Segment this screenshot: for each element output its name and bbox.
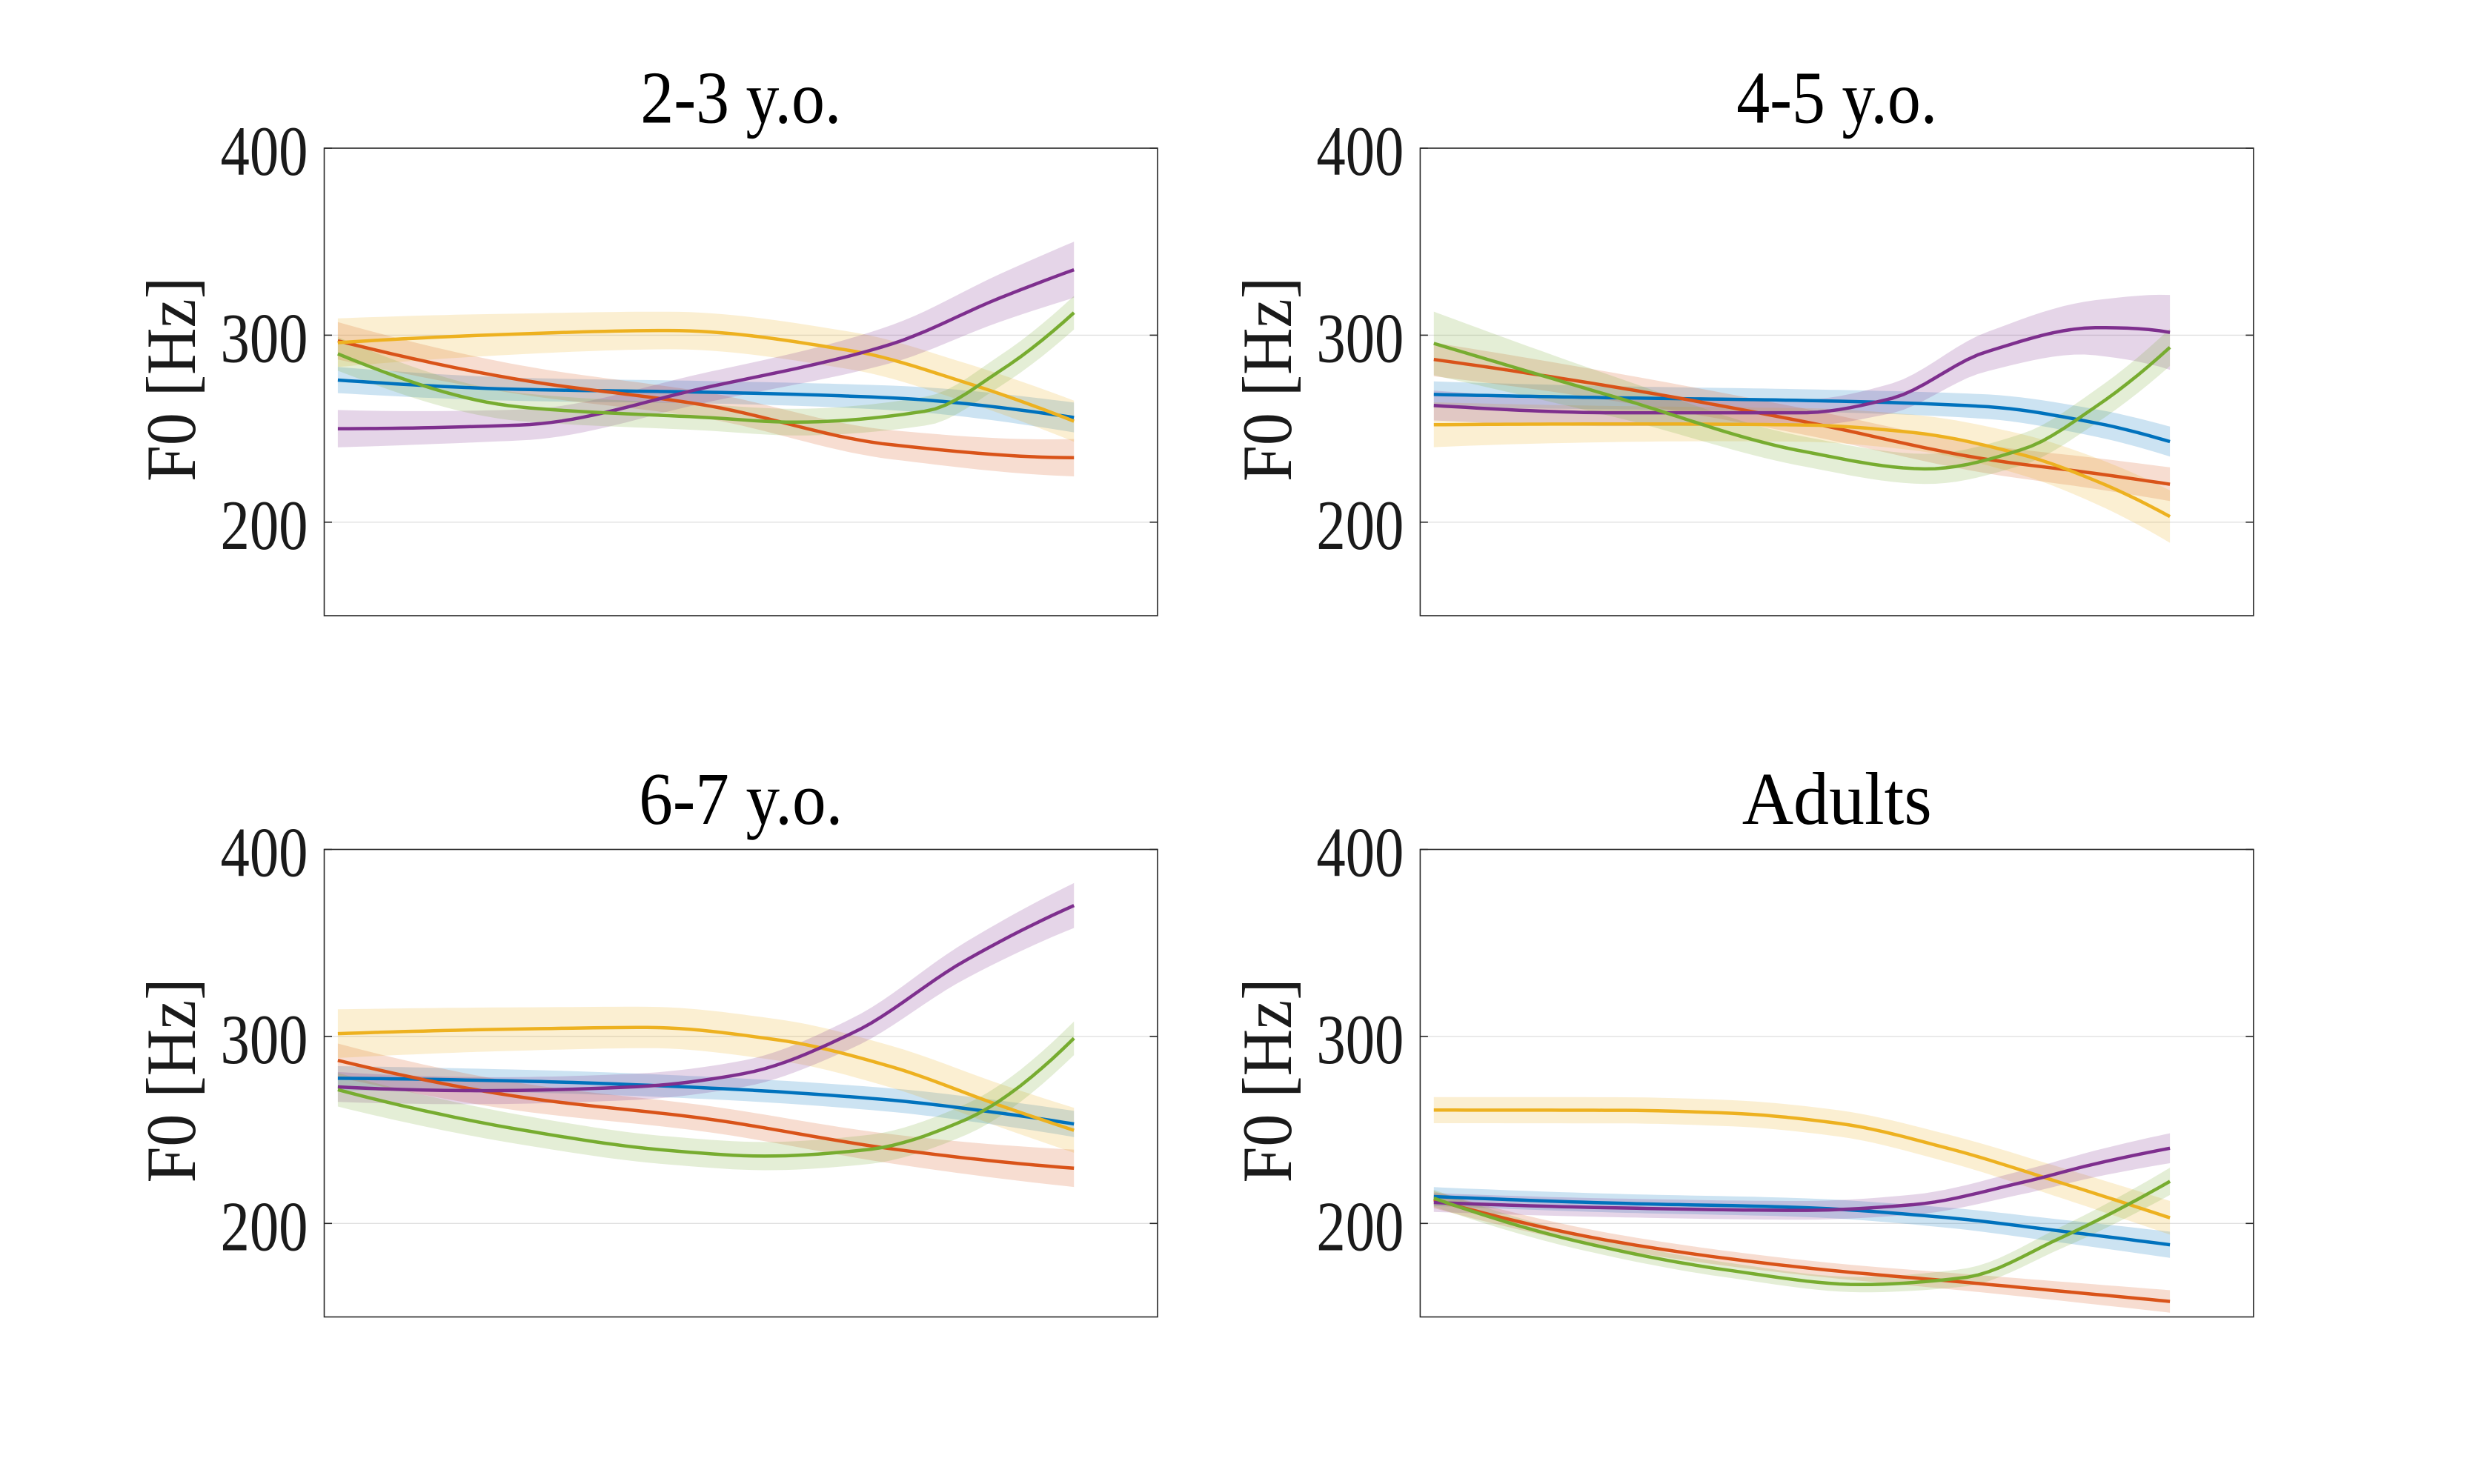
svg-text:300: 300	[1316, 1000, 1404, 1079]
svg-text:200: 200	[221, 1187, 308, 1265]
svg-text:400: 400	[1316, 112, 1404, 190]
svg-text:Adults: Adults	[1742, 757, 1932, 840]
svg-text:300: 300	[221, 1000, 308, 1079]
svg-text:400: 400	[221, 112, 308, 190]
svg-text:4-5 y.o.: 4-5 y.o.	[1736, 56, 1937, 139]
svg-text:F0 [Hz]: F0 [Hz]	[132, 979, 210, 1183]
svg-text:300: 300	[221, 299, 308, 377]
svg-text:200: 200	[1316, 1187, 1404, 1265]
svg-text:400: 400	[1316, 813, 1404, 892]
svg-text:200: 200	[221, 486, 308, 565]
svg-text:F0 [Hz]: F0 [Hz]	[1228, 277, 1307, 482]
svg-text:F0 [Hz]: F0 [Hz]	[1228, 979, 1307, 1183]
svg-text:300: 300	[1316, 299, 1404, 377]
svg-text:200: 200	[1316, 486, 1404, 565]
svg-text:F0 [Hz]: F0 [Hz]	[132, 277, 210, 482]
svg-text:6-7 y.o.: 6-7 y.o.	[639, 757, 843, 840]
svg-text:400: 400	[221, 813, 308, 892]
svg-text:2-3 y.o.: 2-3 y.o.	[640, 56, 841, 139]
